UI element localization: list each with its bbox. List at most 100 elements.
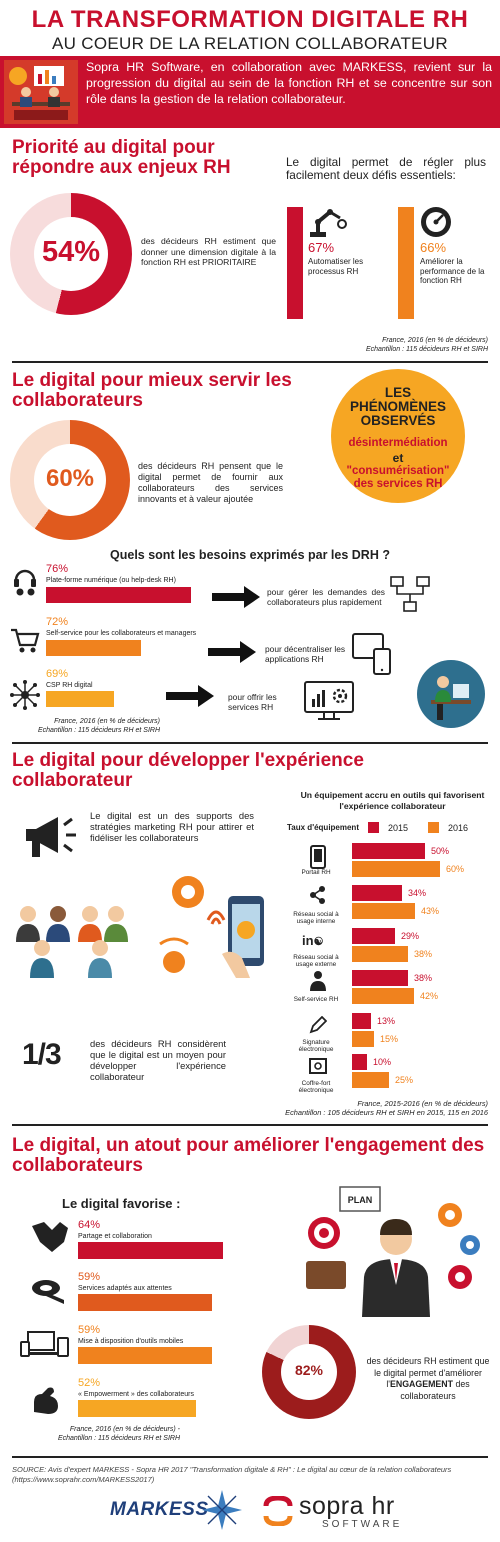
chart-value-label: 50%	[431, 846, 450, 856]
stat2-label: Améliorer la performance de la fonction …	[420, 257, 485, 285]
need2-label: Self-service pour les collaborateurs et …	[46, 630, 197, 637]
s4-note2: Echantillon : 115 décideurs RH et SIRH	[57, 1435, 180, 1442]
chart-value-label: 29%	[401, 931, 420, 941]
chart-ylabel: Taux d'équipement	[287, 823, 359, 832]
section4-heading: Le digital, un atout pour améliorer l'en…	[12, 1135, 485, 1176]
smartphone-wifi-illustration	[159, 876, 264, 978]
measuring-tape-icon	[32, 1280, 64, 1304]
divider-2	[12, 742, 488, 744]
chart-value-label: 42%	[420, 991, 439, 1001]
s1-note2: Echantillon : 115 décideurs RH et SIRH	[365, 346, 488, 353]
chart-value-label: 10%	[373, 1057, 392, 1067]
stat1-value: 67%	[308, 240, 335, 255]
people-group-illustration	[16, 906, 128, 978]
stat1-bar	[287, 207, 303, 319]
arrow-right-icon	[166, 685, 214, 707]
chart-bar-2015	[352, 885, 402, 901]
need1-target: pour gérer les demandes des collaborateu…	[267, 587, 385, 607]
one-third-value: 1/3	[22, 1038, 62, 1071]
chart-bar-2016	[352, 903, 415, 919]
chart-bar-2015	[352, 1013, 371, 1029]
share-icon	[310, 886, 325, 904]
arrow-right-icon	[212, 586, 260, 608]
chart-category-label: Réseau social à usage interne	[293, 911, 339, 925]
chart-category-label: Portail RH	[301, 869, 331, 876]
page-subtitle: AU COEUR DE LA RELATION COLLABORATEUR	[52, 34, 448, 53]
divider-4	[12, 1456, 488, 1458]
handshake-icon	[32, 1222, 68, 1252]
stat2-bar	[398, 207, 414, 319]
s2-note1: France, 2016 (en % de décideurs)	[54, 718, 160, 725]
chart-value-label: 15%	[380, 1034, 399, 1044]
chart-value-label: 60%	[446, 864, 465, 874]
multi-device-icon	[20, 1331, 69, 1357]
chart-bar-2016	[352, 1031, 374, 1047]
worker-illustration	[417, 660, 485, 728]
chart-value-label: 13%	[377, 1016, 396, 1026]
phenomena-title: LES PHÉNOMÈNES OBSERVÉS	[349, 385, 447, 428]
favor-label: Mise à disposition d'outils mobiles	[78, 1338, 184, 1345]
donut-54-value: 54%	[41, 236, 101, 268]
needs-question: Quels sont les besoins exprimés par les …	[110, 548, 390, 562]
chart-bar-2015	[352, 928, 395, 944]
phenomena-circle	[331, 369, 465, 503]
safe-icon	[309, 1058, 327, 1074]
s1-right-title: Le digital permet de régler plus facilem…	[286, 155, 486, 182]
chart-bar-2015	[352, 970, 408, 986]
phenomena-term2: "consumérisation" des services RH	[346, 465, 450, 490]
section1-heading: Priorité au digital pour répondre aux en…	[12, 137, 231, 178]
favor-value: 59%	[78, 1324, 101, 1336]
chart-value-label: 43%	[421, 906, 440, 916]
favor-bar	[78, 1294, 212, 1311]
donut-60-text: des décideurs RH pensent que le digital …	[138, 461, 283, 504]
markess-logo: MARKESS	[110, 1499, 209, 1520]
chart-category-label: Coffre-fort électronique	[298, 1080, 334, 1094]
chart-title: Un équipement accru en outils qui favori…	[300, 790, 485, 811]
markess-star-logo	[202, 1490, 242, 1530]
favor-label: « Empowerment » des collaborateurs	[78, 1391, 194, 1398]
performance-dial-icon	[421, 207, 451, 237]
need3-bar	[46, 691, 114, 707]
chart-bar-2016	[352, 988, 414, 1004]
favor-value: 59%	[78, 1271, 101, 1283]
source-text: SOURCE: Avis d'expert MARKESS - Sopra HR…	[12, 1465, 452, 1484]
intro-banner: Sopra HR Software, en collaboration avec…	[0, 56, 500, 128]
s3-note1: France, 2015-2016 (en % de décideurs)	[357, 1099, 488, 1108]
need3-value: 69%	[46, 668, 69, 680]
favor-value: 64%	[78, 1219, 101, 1231]
s3-text2: des décideurs RH considèrent que le digi…	[90, 1038, 226, 1082]
svg-text:PLAN: PLAN	[348, 1195, 373, 1205]
favor-bar	[78, 1347, 212, 1364]
sopra-hr-logo: sopra hr	[299, 1492, 395, 1520]
chart-category-label: Self-service RH	[293, 996, 339, 1003]
megaphone-icon	[26, 817, 76, 857]
s3-text1: Le digital est un des supports des strat…	[90, 810, 254, 843]
chart-category-label: Signature électronique	[298, 1039, 334, 1053]
stat1-label: Automatiser les processus RH	[308, 257, 364, 276]
divider-1	[12, 361, 488, 363]
need2-value: 72%	[46, 616, 69, 628]
page-title: LA TRANSFORMATION DIGITALE RH	[31, 6, 469, 33]
arrow-right-icon	[208, 641, 256, 663]
phenomena-term1: désintermédiation	[348, 437, 448, 449]
robot-arm-icon	[310, 209, 347, 237]
self-service-icon	[310, 971, 326, 991]
flexed-arm-icon	[34, 1387, 58, 1414]
dashboard-monitor-icon	[304, 681, 354, 720]
donut-60-value: 60%	[45, 465, 95, 492]
legend-2015-swatch	[368, 822, 379, 833]
donut-82-value: 82%	[294, 1362, 324, 1378]
network-hub-icon	[10, 680, 40, 710]
chart-bar-2016	[352, 946, 408, 962]
shopping-cart-icon	[11, 628, 40, 653]
section2-heading: Le digital pour mieux servir les collabo…	[12, 370, 292, 411]
portal-phone-icon	[310, 845, 326, 869]
chart-value-label: 34%	[408, 888, 427, 898]
stat2-value: 66%	[420, 240, 447, 255]
favor-value: 52%	[78, 1377, 101, 1389]
intro-text: Sopra HR Software, en collaboration avec…	[86, 60, 492, 106]
headset-icon	[14, 569, 36, 596]
need2-bar	[46, 640, 141, 656]
chart-bar-2016	[352, 861, 440, 877]
need3-target: pour offrir les services RH	[228, 692, 277, 712]
